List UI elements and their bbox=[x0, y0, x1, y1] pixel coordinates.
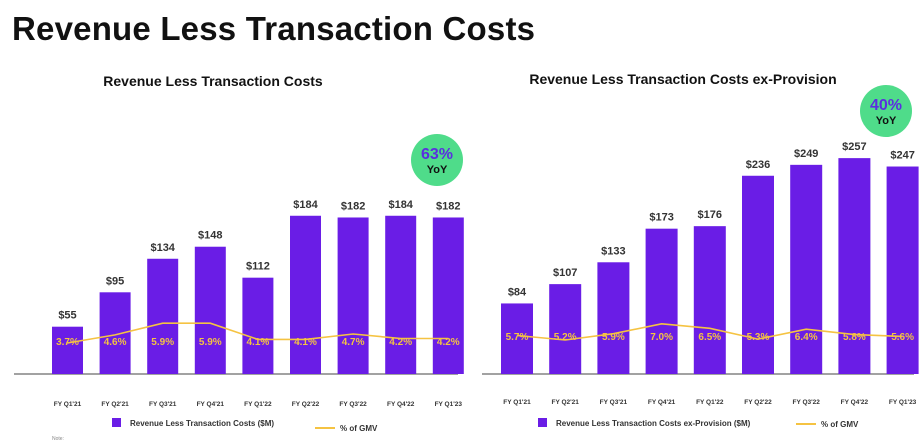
bar-2 bbox=[597, 262, 630, 374]
gmv-pct-label: 5.6% bbox=[891, 332, 914, 343]
bar-8 bbox=[886, 166, 919, 374]
chart-title: Revenue Less Transaction Costs bbox=[103, 73, 323, 89]
gmv-pct-label: 5.7% bbox=[506, 332, 529, 343]
x-tick-label: FY Q4'22 bbox=[387, 401, 415, 408]
x-tick-label: FY Q3'21 bbox=[149, 401, 177, 408]
yoy-badge bbox=[411, 134, 463, 186]
x-tick-label: FY Q1'21 bbox=[54, 401, 82, 408]
gmv-line bbox=[67, 322, 449, 344]
x-tick-label: FY Q2'22 bbox=[744, 399, 772, 406]
x-tick-label: FY Q3'21 bbox=[600, 399, 628, 406]
page-title: Revenue Less Transaction Costs bbox=[12, 10, 536, 47]
x-tick-label: FY Q4'21 bbox=[197, 401, 225, 408]
x-tick-label: FY Q3'22 bbox=[339, 401, 367, 408]
bar-value-label: $173 bbox=[649, 212, 673, 224]
bar-value-label: $148 bbox=[198, 230, 222, 242]
x-tick-label: FY Q1'22 bbox=[696, 399, 724, 406]
gmv-pct-label: 6.4% bbox=[795, 332, 818, 343]
gmv-pct-label: 5.2% bbox=[554, 332, 577, 343]
gmv-pct-label: 5.9% bbox=[151, 337, 174, 348]
x-tick-label: FY Q4'21 bbox=[648, 399, 676, 406]
bar-7 bbox=[838, 158, 871, 374]
bar-value-label: $182 bbox=[436, 200, 460, 212]
bar-value-label: $184 bbox=[388, 199, 413, 211]
yoy-badge-value: 63% bbox=[421, 146, 453, 163]
bar-value-label: $257 bbox=[842, 141, 866, 153]
yoy-badge bbox=[860, 85, 912, 137]
yoy-badge-label: YoY bbox=[876, 115, 897, 127]
bar-7 bbox=[385, 215, 417, 374]
bar-3 bbox=[194, 246, 226, 374]
x-tick-label: FY Q1'23 bbox=[889, 399, 917, 406]
gmv-pct-label: 5.9% bbox=[199, 337, 222, 348]
bar-value-label: $182 bbox=[341, 200, 365, 212]
legend-bar-swatch bbox=[112, 418, 121, 427]
bar-value-label: $184 bbox=[293, 199, 318, 211]
gmv-pct-label: 5.3% bbox=[747, 332, 770, 343]
yoy-badge-label: YoY bbox=[427, 164, 448, 176]
gmv-pct-label: 4.6% bbox=[104, 337, 127, 348]
x-tick-label: FY Q3'22 bbox=[792, 399, 820, 406]
bar-0 bbox=[52, 326, 83, 374]
legend-line-label: % of GMV bbox=[340, 424, 378, 433]
footnote: Note: bbox=[52, 436, 64, 442]
bar-value-label: $236 bbox=[746, 159, 770, 171]
gmv-pct-label: 4.2% bbox=[389, 337, 412, 348]
gmv-pct-label: 7.0% bbox=[650, 332, 673, 343]
gmv-pct-label: 3.7% bbox=[56, 337, 79, 348]
bar-6 bbox=[790, 164, 823, 374]
bar-value-label: $107 bbox=[553, 267, 577, 279]
bar-5 bbox=[742, 175, 774, 374]
chart-title: Revenue Less Transaction Costs ex-Provis… bbox=[529, 71, 836, 87]
legend-bar-swatch bbox=[538, 418, 547, 427]
bar-0 bbox=[501, 303, 533, 374]
bar-3 bbox=[645, 228, 678, 374]
gmv-line bbox=[516, 322, 903, 341]
bar-value-label: $133 bbox=[601, 245, 625, 257]
gmv-pct-label: 5.8% bbox=[843, 332, 866, 343]
bar-4 bbox=[242, 277, 274, 374]
gmv-pct-label: 4.7% bbox=[342, 337, 365, 348]
bar-2 bbox=[147, 258, 179, 374]
bar-5 bbox=[290, 215, 321, 374]
x-tick-label: FY Q2'21 bbox=[101, 401, 129, 408]
x-tick-label: FY Q2'22 bbox=[292, 401, 320, 408]
bar-value-label: $249 bbox=[794, 148, 818, 160]
gmv-pct-label: 4.1% bbox=[294, 337, 317, 348]
x-tick-label: FY Q1'23 bbox=[435, 401, 463, 408]
bar-value-label: $55 bbox=[58, 310, 76, 322]
bar-8 bbox=[432, 217, 464, 374]
legend-bar-label: Revenue Less Transaction Costs ($M) bbox=[130, 419, 274, 428]
bar-1 bbox=[549, 284, 582, 374]
gmv-pct-label: 5.9% bbox=[602, 332, 625, 343]
x-tick-label: FY Q2'21 bbox=[551, 399, 579, 406]
x-tick-label: FY Q4'22 bbox=[841, 399, 869, 406]
bar-value-label: $112 bbox=[246, 261, 270, 273]
legend-line-label: % of GMV bbox=[821, 420, 859, 429]
bar-4 bbox=[693, 226, 726, 374]
bar-value-label: $176 bbox=[698, 209, 722, 221]
gmv-pct-label: 4.1% bbox=[247, 337, 270, 348]
bar-value-label: $95 bbox=[106, 275, 124, 287]
gmv-pct-label: 4.2% bbox=[437, 337, 460, 348]
gmv-pct-label: 6.5% bbox=[698, 332, 721, 343]
legend-bar-label: Revenue Less Transaction Costs ex-Provis… bbox=[556, 419, 751, 428]
yoy-badge-value: 40% bbox=[870, 97, 902, 114]
bar-value-label: $84 bbox=[508, 286, 527, 298]
bar-6 bbox=[337, 217, 369, 374]
bar-value-label: $247 bbox=[890, 150, 914, 162]
x-tick-label: FY Q1'21 bbox=[503, 399, 531, 406]
bar-value-label: $134 bbox=[150, 242, 175, 254]
x-tick-label: FY Q1'22 bbox=[244, 401, 272, 408]
